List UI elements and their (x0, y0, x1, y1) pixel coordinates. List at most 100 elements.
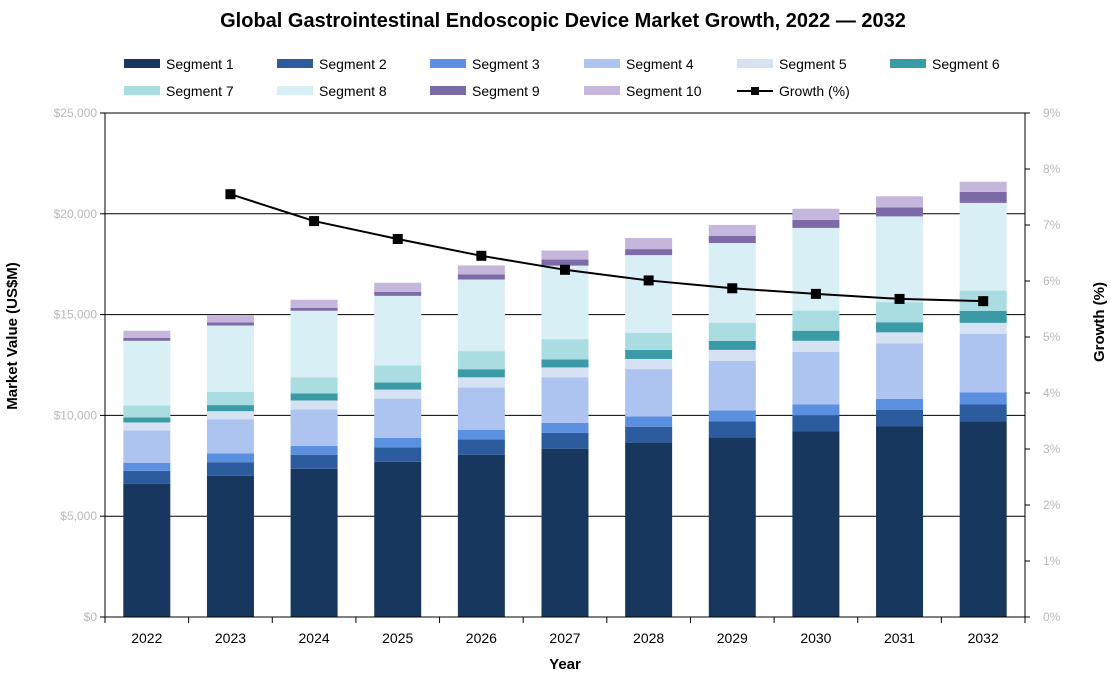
bar-segment-4 (374, 398, 422, 438)
bar-segment-10 (374, 282, 422, 292)
bar-segment-1 (457, 454, 505, 617)
bar-segment-6 (374, 382, 422, 390)
legend-swatch (430, 86, 466, 95)
bar-segment-6 (123, 417, 171, 423)
legend-label: Segment 10 (626, 83, 702, 99)
bars (123, 181, 1007, 617)
bar-segment-3 (374, 437, 422, 448)
y-tick-label: $5,000 (60, 509, 97, 523)
x-tick-label: 2027 (549, 630, 580, 646)
bar-segment-4 (959, 333, 1007, 393)
bar-segment-4 (625, 369, 673, 417)
bar-segment-2 (206, 462, 254, 476)
bar-segment-7 (792, 310, 840, 331)
legend-swatch (277, 59, 313, 68)
bar-segment-8 (457, 279, 505, 352)
bar-segment-6 (457, 369, 505, 378)
legend-label: Segment 4 (626, 56, 694, 72)
legend-label: Segment 6 (932, 56, 1000, 72)
growth-line-layer (225, 189, 989, 307)
bar-segment-8 (541, 265, 589, 340)
bar-segment-5 (708, 349, 756, 361)
bar-segment-9 (876, 207, 924, 217)
legend-label: Segment 3 (472, 56, 540, 72)
legend: Segment 1 Segment 2 Segment 3 Segment 4 Segm… (124, 56, 1000, 99)
bar-segment-6 (290, 393, 338, 401)
bar-segment-7 (625, 332, 673, 350)
bar-segment-2 (123, 470, 171, 484)
legend-swatch (890, 59, 926, 68)
bar-segment-6 (876, 322, 924, 333)
growth-marker (810, 288, 821, 299)
growth-marker (894, 293, 905, 304)
x-tick-label: 2025 (382, 630, 413, 646)
bar-segment-4 (206, 419, 254, 454)
x-tick-label: 2032 (968, 630, 999, 646)
legend-label: Segment 1 (166, 56, 234, 72)
bar-segment-9 (374, 291, 422, 296)
y2-axis-title: Growth (%) (1091, 282, 1108, 362)
bar-segment-6 (206, 405, 254, 412)
bar-segment-2 (959, 404, 1007, 422)
y2-tick-label: 3% (1043, 442, 1061, 456)
y2-tick-label: 6% (1043, 274, 1061, 288)
legend-label: Growth (%) (779, 83, 850, 99)
y-tick-label: $25,000 (54, 106, 98, 120)
y-tick-label: $20,000 (54, 207, 98, 221)
growth-marker (727, 283, 738, 294)
bar-segment-10 (625, 237, 673, 250)
bar-segment-1 (708, 437, 756, 617)
legend-swatch (124, 86, 160, 95)
bar-segment-3 (123, 462, 171, 471)
bar-segment-1 (541, 448, 589, 617)
legend-line-marker (751, 87, 759, 95)
bar-segment-6 (959, 310, 1007, 323)
bar-segment-7 (290, 377, 338, 394)
growth-marker (392, 234, 403, 244)
bar-segment-9 (290, 307, 338, 311)
bar-segment-5 (792, 340, 840, 352)
legend-swatch (737, 59, 773, 68)
bar-segment-2 (290, 454, 338, 469)
bar-segment-1 (290, 468, 338, 617)
bar-segment-10 (708, 224, 756, 236)
x-tick-label: 2028 (633, 630, 664, 646)
bar-segment-4 (708, 360, 756, 411)
bar-segment-5 (541, 367, 589, 378)
bar-segment-3 (876, 398, 924, 410)
bar-segment-8 (876, 216, 924, 303)
bar-segment-5 (206, 411, 254, 420)
bar-segment-1 (374, 461, 422, 617)
legend-swatch (584, 59, 620, 68)
bar-segment-1 (206, 475, 254, 617)
y2-tick-label: 9% (1043, 106, 1061, 120)
bar-segment-6 (792, 330, 840, 341)
legend-label: Segment 8 (319, 83, 387, 99)
bar-segment-8 (959, 202, 1007, 291)
bar-segment-2 (457, 439, 505, 455)
x-tick-label: 2022 (131, 630, 162, 646)
y2-tick-label: 0% (1043, 610, 1061, 624)
bar-segment-5 (625, 358, 673, 370)
bar-segment-7 (876, 302, 924, 323)
y-tick-label: $0 (84, 610, 98, 624)
bar-segment-5 (959, 322, 1007, 334)
bar-segment-3 (206, 453, 254, 463)
bar-segment-5 (123, 422, 171, 431)
bar-segment-9 (123, 337, 171, 341)
y2-tick-label: 1% (1043, 554, 1061, 568)
bar-segment-3 (792, 404, 840, 416)
bar-segment-2 (625, 426, 673, 443)
bar-segment-9 (792, 219, 840, 228)
bar-segment-4 (541, 377, 589, 423)
bar-segment-10 (876, 196, 924, 208)
legend-label: Segment 2 (319, 56, 387, 72)
y2-tick-label: 8% (1043, 162, 1061, 176)
bar-segment-6 (625, 349, 673, 359)
y2-tick-label: 7% (1043, 218, 1061, 232)
bar-segment-10 (457, 265, 505, 275)
bar-segment-2 (708, 421, 756, 438)
bar-segment-1 (959, 421, 1007, 617)
legend-swatch (430, 59, 466, 68)
